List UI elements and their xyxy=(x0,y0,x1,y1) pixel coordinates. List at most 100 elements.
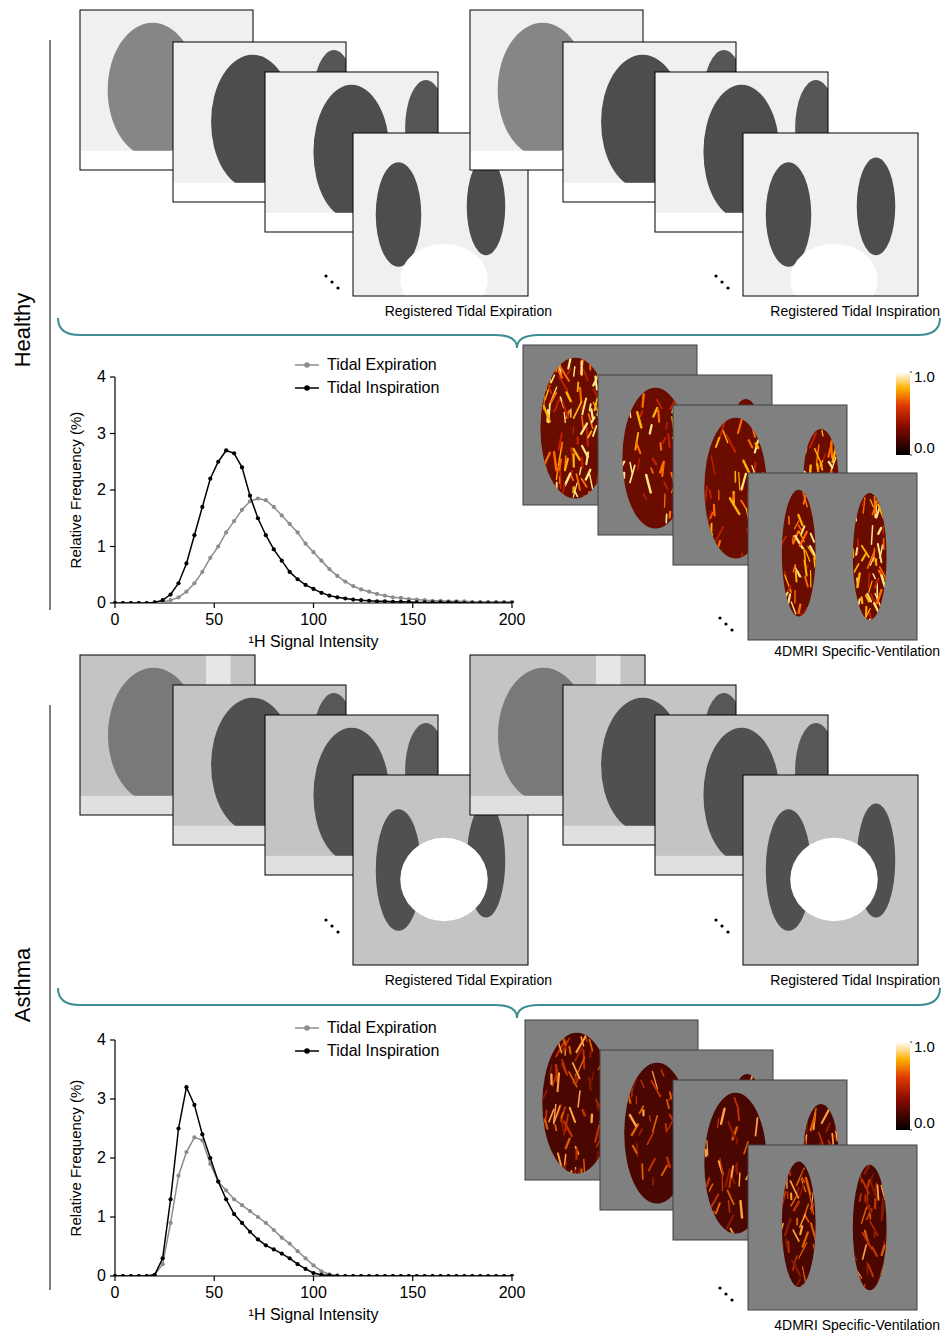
mri-heart xyxy=(790,244,878,296)
ventilation-streak xyxy=(555,483,557,498)
ventilation-streak xyxy=(795,571,798,581)
ventilation-streak xyxy=(577,1168,580,1175)
ventilation-streak xyxy=(882,500,886,508)
ventilation-streak xyxy=(829,462,832,467)
series-marker xyxy=(137,1274,141,1276)
ventilation-streak xyxy=(810,571,812,587)
series-marker xyxy=(343,596,347,600)
ventilation-streak xyxy=(799,605,801,613)
series-marker xyxy=(359,1274,363,1276)
ventilation-streak xyxy=(704,440,709,451)
ventilation-streak xyxy=(667,1100,669,1109)
ventilation-streak xyxy=(808,614,809,619)
ventilation-streak xyxy=(730,558,732,575)
series-marker xyxy=(391,1274,395,1276)
colorbar-tick xyxy=(910,1042,912,1043)
ventilation-streak xyxy=(744,1142,748,1154)
series-marker xyxy=(240,1203,244,1207)
ventilation-streak xyxy=(836,429,839,436)
ventilation-streak xyxy=(641,1080,644,1087)
series-marker xyxy=(407,600,411,603)
ventilation-streak xyxy=(549,1168,553,1177)
ventilation-streak xyxy=(813,1163,816,1176)
ventilation-streak xyxy=(592,1072,594,1081)
ventilation-streak xyxy=(886,1275,891,1286)
series-marker xyxy=(256,496,260,500)
mri-lung xyxy=(766,162,812,266)
ventilation-streak xyxy=(566,1139,570,1149)
series-marker xyxy=(494,601,498,603)
ventilation-streak xyxy=(559,371,562,378)
ventilation-streak xyxy=(631,528,639,542)
ventilation-streak xyxy=(649,1159,655,1170)
series-marker xyxy=(423,1274,427,1276)
ventilation-map-frame xyxy=(748,1145,917,1310)
ventilation-streak xyxy=(822,1109,830,1123)
ventilation-streak xyxy=(882,1197,884,1207)
series-marker xyxy=(399,1274,403,1276)
ventilation-streak xyxy=(651,468,653,473)
legend-label: Tidal Inspiration xyxy=(327,379,439,396)
series-marker xyxy=(153,600,157,603)
ventilation-streak xyxy=(716,1203,720,1213)
x-tick-label: 150 xyxy=(399,611,426,628)
group-rule xyxy=(49,705,51,1290)
ventilation-streak xyxy=(581,361,583,374)
ventilation-streak xyxy=(592,417,595,422)
series-marker xyxy=(184,1085,188,1089)
series-marker xyxy=(359,1274,363,1276)
series-marker xyxy=(113,601,117,603)
ventilation-streak xyxy=(556,467,557,472)
ventilation-streak xyxy=(560,366,569,381)
ventilation-streak xyxy=(877,1268,883,1286)
series-marker xyxy=(359,587,363,591)
ellipsis-dot xyxy=(730,1298,733,1301)
ventilation-streak xyxy=(546,496,547,512)
ellipsis-dot xyxy=(336,286,339,289)
plot-area xyxy=(113,1085,514,1276)
y-tick-label: 1 xyxy=(97,1208,106,1225)
series-marker xyxy=(240,465,244,469)
ventilation-streak xyxy=(565,1114,568,1131)
ventilation-streak xyxy=(727,435,736,452)
mri-lung xyxy=(376,162,422,266)
series-marker xyxy=(375,1274,379,1276)
ventilation-streak xyxy=(623,403,627,414)
ventilation-streak xyxy=(558,433,561,450)
y-tick-label: 1 xyxy=(97,538,106,555)
series-marker xyxy=(264,1243,268,1247)
figure: HealthyRegistered Tidal ExpirationRegist… xyxy=(0,0,951,1340)
ventilation-streak xyxy=(628,1172,629,1183)
legend-label: Tidal Expiration xyxy=(327,1019,437,1036)
ventilation-streak xyxy=(670,1092,672,1099)
ventilation-streak xyxy=(875,559,877,565)
ventilation-streak xyxy=(884,1242,888,1259)
series-marker xyxy=(303,542,307,546)
ventilation-streak xyxy=(727,1215,733,1228)
ventilation-streak xyxy=(629,411,631,418)
series-marker xyxy=(208,477,212,481)
series-marker xyxy=(462,1274,466,1276)
ventilation-streak xyxy=(535,401,541,411)
ventilation-streak xyxy=(816,1257,817,1274)
ventilation-streak xyxy=(729,1201,730,1212)
ventilation-streak xyxy=(709,1184,712,1191)
ellipsis-dot xyxy=(324,274,327,277)
x-tick xyxy=(412,603,413,608)
ventilation-streak xyxy=(578,1091,580,1107)
ventilation-streak xyxy=(756,443,758,447)
ventilation-streak xyxy=(659,443,662,449)
ventilation-streak xyxy=(590,1039,593,1050)
series-marker xyxy=(192,533,196,537)
ventilation-streak xyxy=(549,1039,552,1045)
ventilation-streak xyxy=(593,426,596,436)
ventilation-streak xyxy=(752,425,755,437)
ventilation-streak xyxy=(716,438,719,447)
ventilation-streak xyxy=(788,1164,790,1174)
ventilation-streak xyxy=(782,1239,783,1247)
ventilation-streak xyxy=(778,606,783,622)
series-marker xyxy=(383,1274,387,1276)
ventilation-streak xyxy=(620,462,624,470)
series-marker xyxy=(415,1274,419,1276)
series-marker xyxy=(462,1274,466,1276)
